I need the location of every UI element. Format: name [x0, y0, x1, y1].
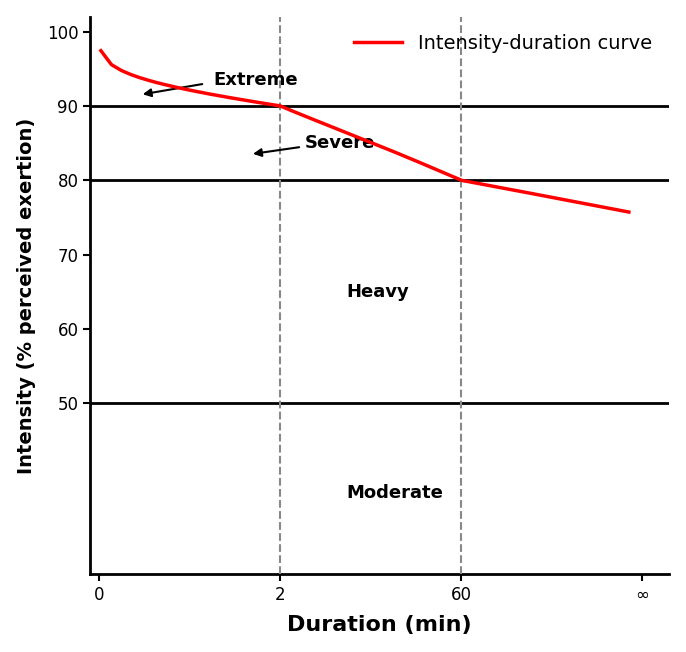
X-axis label: Duration (min): Duration (min)	[287, 615, 472, 635]
Y-axis label: Intensity (% perceived exertion): Intensity (% perceived exertion)	[16, 117, 36, 473]
Legend: Intensity-duration curve: Intensity-duration curve	[346, 26, 660, 61]
Text: Extreme: Extreme	[213, 71, 298, 89]
Text: Heavy: Heavy	[346, 283, 409, 301]
Text: Severe: Severe	[305, 134, 375, 152]
Text: Moderate: Moderate	[346, 484, 443, 501]
